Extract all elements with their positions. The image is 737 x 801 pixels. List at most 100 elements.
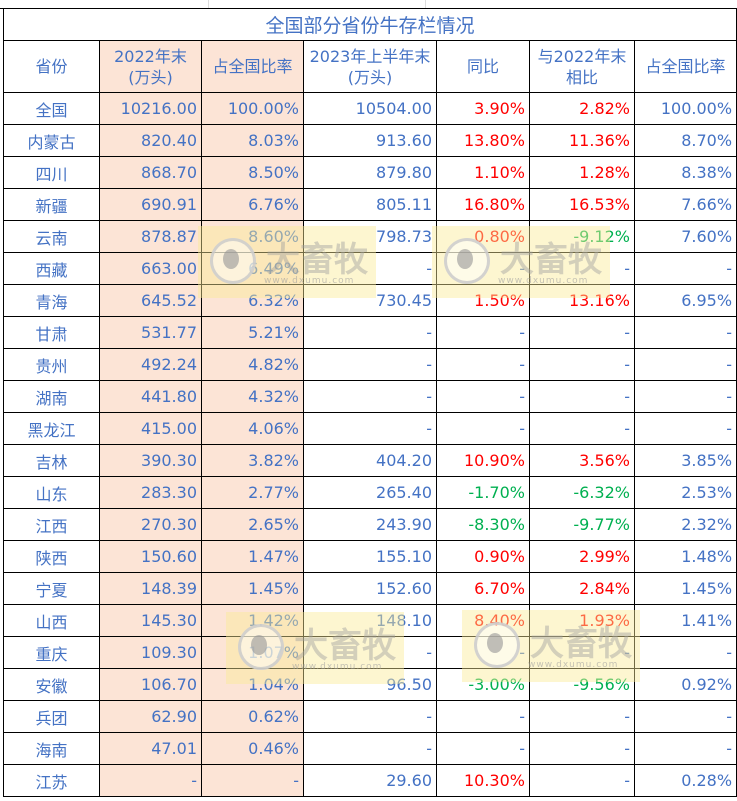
cell-province: 全国 [3, 92, 100, 125]
cell-province: 江苏 [3, 764, 100, 797]
cell-vs2022: - [529, 316, 635, 349]
cell-province: 吉林 [3, 444, 100, 477]
cell-share2023: - [633, 412, 737, 445]
cell-h2023: 148.10 [303, 604, 437, 637]
cell-h2023: - [303, 732, 437, 765]
table-row: 重庆 109.30 1.07% - - - - [3, 636, 737, 669]
cell-yoy: - [436, 348, 530, 381]
cell-h2023: 798.73 [303, 220, 437, 253]
cell-yoy: -3.00% [436, 668, 530, 701]
cell-h2023: - [303, 636, 437, 669]
cell-y2022: 47.01 [99, 732, 202, 765]
cell-vs2022: - [529, 412, 635, 445]
cell-y2022: 62.90 [99, 700, 202, 733]
cell-province: 安徽 [3, 668, 100, 701]
cell-share2022: 0.62% [201, 700, 304, 733]
cell-vs2022: 2.84% [529, 572, 635, 605]
cell-share2023: - [633, 700, 737, 733]
cell-vs2022: -9.56% [529, 668, 635, 701]
cell-y2022: 645.52 [99, 284, 202, 317]
cell-vs2022: - [529, 380, 635, 413]
cell-yoy: -8.30% [436, 508, 530, 541]
cell-province: 四川 [3, 156, 100, 189]
cell-yoy: - [436, 732, 530, 765]
cell-yoy: 6.70% [436, 572, 530, 605]
cell-share2023: 7.66% [633, 188, 737, 221]
cell-vs2022: 1.28% [529, 156, 635, 189]
cell-share2022: 4.32% [201, 380, 304, 413]
cell-province: 兵团 [3, 700, 100, 733]
cell-h2023: - [303, 252, 437, 285]
cell-share2022: 1.04% [201, 668, 304, 701]
cell-yoy: 16.80% [436, 188, 530, 221]
cell-vs2022: -9.77% [529, 508, 635, 541]
table-row: 安徽 106.70 1.04% 96.50 -3.00% -9.56% 0.92% [3, 668, 737, 701]
cell-vs2022: 11.36% [529, 124, 635, 157]
cell-vs2022: -6.32% [529, 476, 635, 509]
cell-share2023: 3.85% [633, 444, 737, 477]
header-2022-end: 2022年末(万头) [99, 40, 202, 93]
cell-share2022: 3.82% [201, 444, 304, 477]
cell-share2022: 4.06% [201, 412, 304, 445]
table-row: 吉林 390.30 3.82% 404.20 10.90% 3.56% 3.85% [3, 444, 737, 477]
cell-vs2022: 16.53% [529, 188, 635, 221]
table-row: 云南 878.87 8.60% 798.73 0.80% -9.12% 7.60% [3, 220, 737, 253]
cell-share2023: 0.92% [633, 668, 737, 701]
cell-share2023: - [633, 732, 737, 765]
cell-province: 重庆 [3, 636, 100, 669]
table-row: 黑龙江 415.00 4.06% - - - - [3, 412, 737, 445]
cell-share2022: 6.76% [201, 188, 304, 221]
cell-y2022: 415.00 [99, 412, 202, 445]
cell-share2023: - [633, 316, 737, 349]
cell-y2022: 148.39 [99, 572, 202, 605]
cell-h2023: 913.60 [303, 124, 437, 157]
table-row: 全国 10216.00 100.00% 10504.00 3.90% 2.82% 100.0… [3, 92, 737, 125]
cell-y2022: 531.77 [99, 316, 202, 349]
table-row: 湖南 441.80 4.32% - - - - [3, 380, 737, 413]
cell-y2022: 868.70 [99, 156, 202, 189]
cell-yoy: 3.90% [436, 92, 530, 125]
cell-share2022: 1.42% [201, 604, 304, 637]
cell-h2023: - [303, 700, 437, 733]
cell-province: 云南 [3, 220, 100, 253]
cell-yoy: 13.80% [436, 124, 530, 157]
table-row: 江西 270.30 2.65% 243.90 -8.30% -9.77% 2.32% [3, 508, 737, 541]
cell-yoy: 1.50% [436, 284, 530, 317]
cell-yoy: - [436, 700, 530, 733]
cell-share2022: 1.07% [201, 636, 304, 669]
cell-share2023: - [633, 636, 737, 669]
cell-y2022: 690.91 [99, 188, 202, 221]
cell-share2023: 8.70% [633, 124, 737, 157]
cell-vs2022: 13.16% [529, 284, 635, 317]
cell-share2022: 4.82% [201, 348, 304, 381]
table-row: 山西 145.30 1.42% 148.10 8.40% 1.93% 1.41% [3, 604, 737, 637]
cell-share2022: 8.50% [201, 156, 304, 189]
cell-h2023: - [303, 348, 437, 381]
table-row: 贵州 492.24 4.82% - - - - [3, 348, 737, 381]
cell-y2022: 390.30 [99, 444, 202, 477]
cell-yoy: 10.90% [436, 444, 530, 477]
cell-y2022: 441.80 [99, 380, 202, 413]
table-row: 甘肃 531.77 5.21% - - - - [3, 316, 737, 349]
table-row: 兵团 62.90 0.62% - - - - [3, 700, 737, 733]
cell-share2022: - [201, 764, 304, 797]
cell-h2023: 152.60 [303, 572, 437, 605]
cell-vs2022: - [529, 764, 635, 797]
table-row: 四川 868.70 8.50% 879.80 1.10% 1.28% 8.38% [3, 156, 737, 189]
cell-share2022: 2.77% [201, 476, 304, 509]
cell-h2023: 155.10 [303, 540, 437, 573]
cell-vs2022: 2.99% [529, 540, 635, 573]
cell-province: 海南 [3, 732, 100, 765]
cell-share2022: 1.47% [201, 540, 304, 573]
cell-yoy: 0.80% [436, 220, 530, 253]
cell-h2023: - [303, 412, 437, 445]
cell-y2022: 106.70 [99, 668, 202, 701]
cell-share2023: 100.00% [633, 92, 737, 125]
cell-y2022: 109.30 [99, 636, 202, 669]
cell-y2022: 820.40 [99, 124, 202, 157]
cell-share2022: 100.00% [201, 92, 304, 125]
header-2023-share: 占全国比率 [633, 40, 737, 93]
table-row: 新疆 690.91 6.76% 805.11 16.80% 16.53% 7.66% [3, 188, 737, 221]
cell-share2022: 8.60% [201, 220, 304, 253]
cell-province: 陕西 [3, 540, 100, 573]
